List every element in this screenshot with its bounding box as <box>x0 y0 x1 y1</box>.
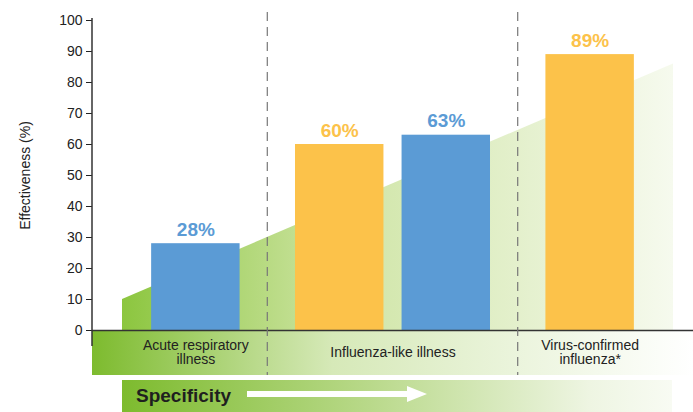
svg-text:80: 80 <box>67 74 83 90</box>
svg-text:89%: 89% <box>571 30 609 51</box>
svg-text:50: 50 <box>67 167 83 183</box>
svg-text:Acute respiratoryillness: Acute respiratoryillness <box>143 337 249 367</box>
svg-text:20: 20 <box>67 260 83 276</box>
svg-text:70: 70 <box>67 105 83 121</box>
svg-text:40: 40 <box>67 198 83 214</box>
svg-text:Effectiveness (%): Effectiveness (%) <box>17 121 33 230</box>
svg-text:Influenza-like illness: Influenza-like illness <box>330 344 455 360</box>
svg-text:30: 30 <box>67 229 83 245</box>
svg-text:10: 10 <box>67 291 83 307</box>
html-text:Specificity: Specificity <box>136 385 231 406</box>
svg-text:60: 60 <box>67 136 83 152</box>
svg-text:0: 0 <box>75 322 83 338</box>
svg-text:Virus-confirmedinfluenza*: Virus-confirmedinfluenza* <box>541 337 639 367</box>
svg-text:100: 100 <box>59 12 83 28</box>
svg-text:60%: 60% <box>321 120 359 141</box>
svg-text:63%: 63% <box>427 110 465 131</box>
svg-text:28%: 28% <box>177 219 215 240</box>
svg-text:90: 90 <box>67 43 83 59</box>
